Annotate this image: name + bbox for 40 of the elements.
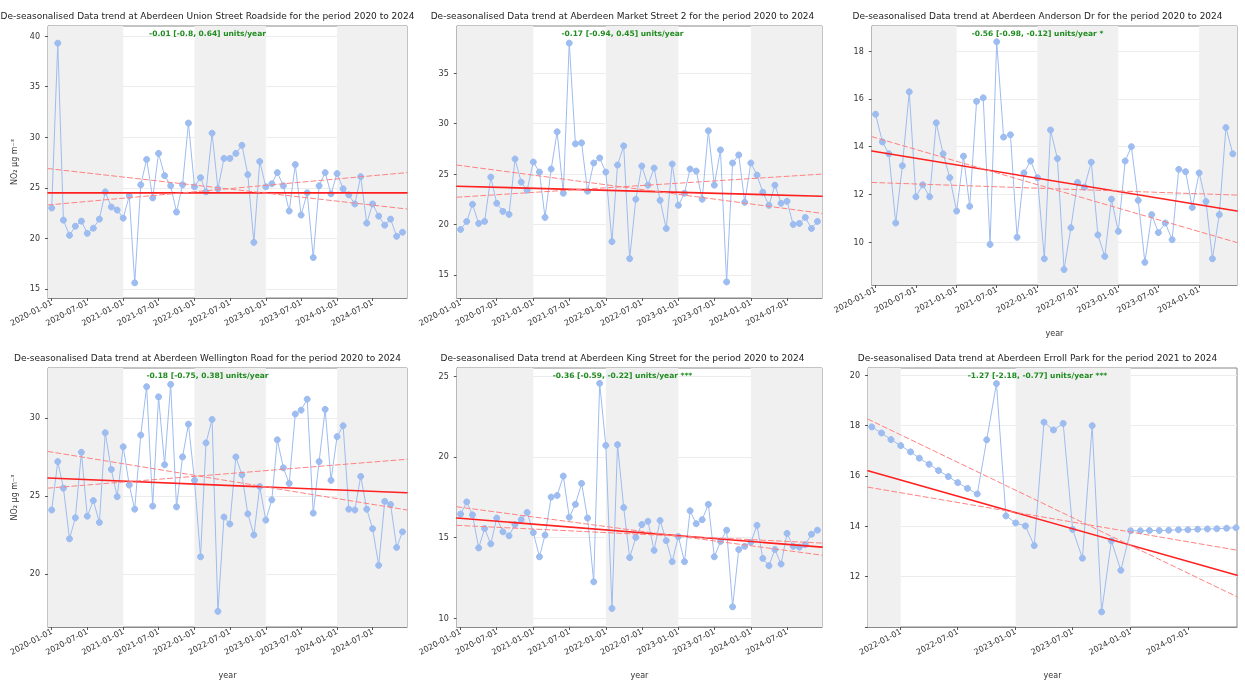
y-tick-label: 30: [29, 132, 40, 142]
y-axis-title: NO₂ μg m⁻³: [10, 139, 20, 185]
y-tick-label: 20: [438, 452, 449, 462]
chart-title: De-seasonalised Data trend at Aberdeen Anderson Dr for the period 2020 to 2024: [852, 10, 1223, 21]
y-tick-label: 35: [29, 82, 40, 92]
y-tick-label: 30: [29, 413, 40, 423]
x-axis-title: year: [630, 670, 650, 680]
y-tick-label: 30: [438, 119, 449, 129]
y-tick-label: 25: [29, 491, 40, 501]
y-tick-label: 25: [29, 183, 40, 193]
chart-title: De-seasonalised Data trend at Aberdeen Erroll Park for the period 2021 to 2024: [857, 352, 1218, 363]
y-tick-label: 20: [438, 219, 449, 229]
y-tick-label: 25: [438, 371, 449, 381]
y-tick-label: 15: [438, 532, 449, 542]
chart-title: De-seasonalised Data trend at Aberdeen King Street for the period 2020 to 2024: [440, 352, 805, 363]
y-tick-label: 25: [438, 169, 449, 179]
y-tick-label: 35: [438, 68, 449, 78]
y-tick-label: 16: [849, 471, 860, 481]
y-tick-label: 10: [853, 237, 864, 247]
chart-title: De-seasonalised Data trend at Aberdeen Wellington Road for the period 2020 to 2024: [14, 352, 402, 363]
y-tick-label: 10: [438, 613, 449, 623]
y-tick-label: 12: [853, 189, 864, 199]
y-tick-label: 20: [29, 569, 40, 579]
y-tick-label: 20: [849, 370, 860, 380]
y-tick-label: 15: [438, 270, 449, 280]
y-axis-title: NO₂ μg m⁻³: [10, 474, 20, 521]
y-tick-label: 40: [29, 31, 40, 41]
chart-title: De-seasonalised Data trend at Aberdeen Market Street 2 for the period 2020 to 2024: [430, 10, 815, 21]
y-tick-label: 18: [853, 46, 864, 56]
y-tick-label: 16: [853, 94, 864, 104]
y-tick-label: 12: [849, 572, 860, 582]
y-tick-label: 18: [849, 420, 860, 430]
x-axis-title: year: [1045, 328, 1065, 338]
x-axis-title: year: [218, 670, 238, 680]
y-tick-label: 15: [29, 284, 40, 294]
y-tick-label: 14: [853, 142, 864, 152]
y-tick-label: 20: [29, 233, 40, 243]
y-tick-label: 14: [849, 521, 860, 531]
chart-title: De-seasonalised Data trend at Aberdeen Union Street Roadside for the period 2020 to 2024: [0, 10, 415, 21]
x-axis-title: year: [1043, 670, 1063, 680]
